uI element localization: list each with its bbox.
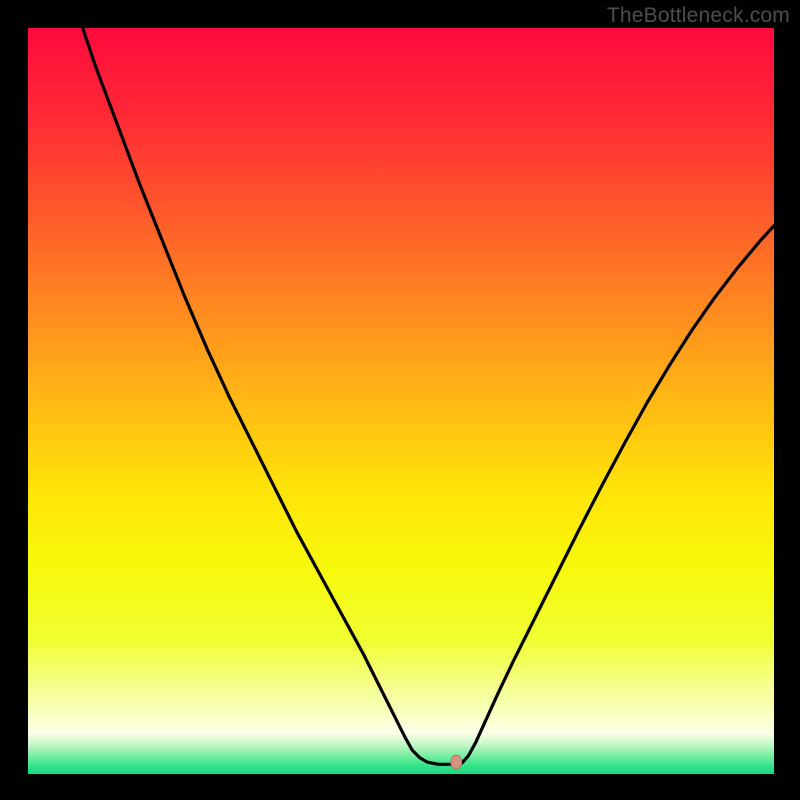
chart-svg xyxy=(0,0,800,800)
minimum-marker xyxy=(451,755,462,769)
canvas: TheBottleneck.com xyxy=(0,0,800,800)
gradient-background xyxy=(28,28,774,774)
